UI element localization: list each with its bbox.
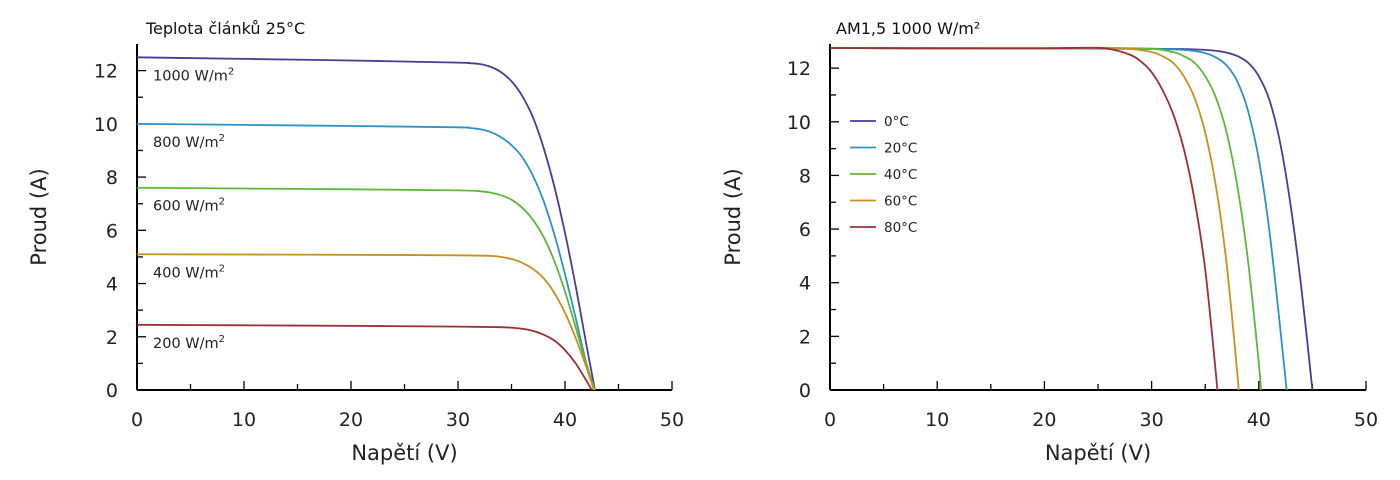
chart-panel-1: Teplota článků 25°C 0 10 20 30 40 50 0 2 4 6 8 10 12 N… xyxy=(27,19,684,465)
chart-title: AM1,5 1000 W/m² xyxy=(836,19,980,38)
series-label-5: 200 W/m2 xyxy=(153,334,225,352)
y-axis-title: Proud (A) xyxy=(27,168,51,265)
x-tick-label: 40 xyxy=(553,409,577,431)
y-tick-label: 6 xyxy=(799,219,811,241)
y-tick-label: 8 xyxy=(799,165,811,187)
y-tick-label: 10 xyxy=(787,112,811,134)
y-axis-title: Proud (A) xyxy=(721,168,745,265)
y-tick-label: 12 xyxy=(787,58,811,80)
series-line-5 xyxy=(829,46,1219,391)
chart-title: Teplota článků 25°C xyxy=(145,19,305,38)
chart-panel-2: AM1,5 1000 W/m² 0 10 20 30 40 50 0 2 4 6 8 10 12 Napět… xyxy=(721,19,1378,465)
x-tick-label: 50 xyxy=(660,409,684,431)
series-line-5 xyxy=(136,323,593,391)
series-label-1: 1000 W/m2 xyxy=(153,66,234,84)
series-line-2 xyxy=(136,122,596,391)
y-tick-label: 2 xyxy=(799,326,811,348)
series-line-1 xyxy=(829,47,1314,391)
series-label-4: 400 W/m2 xyxy=(153,263,225,281)
series-label-3: 600 W/m2 xyxy=(153,197,225,215)
legend-label-3: 40°C xyxy=(884,167,917,183)
series-line-1 xyxy=(136,56,596,391)
y-tick-label: 2 xyxy=(106,327,118,349)
y-tick-label: 6 xyxy=(106,220,118,242)
series-line-2 xyxy=(829,47,1288,391)
y-tick-label: 0 xyxy=(106,380,118,402)
x-tick-label: 10 xyxy=(232,409,256,431)
x-tick-label: 30 xyxy=(1140,409,1164,431)
x-tick-label: 0 xyxy=(824,409,836,431)
series-line-3 xyxy=(829,47,1262,391)
series-line-4 xyxy=(136,253,595,391)
x-axis-title: Napětí (V) xyxy=(1045,441,1151,465)
y-tick-label: 10 xyxy=(94,114,118,136)
x-tick-label: 0 xyxy=(131,409,143,431)
x-axis-title: Napětí (V) xyxy=(351,441,457,465)
x-tick-label: 20 xyxy=(1032,409,1056,431)
y-tick-label: 0 xyxy=(799,380,811,402)
legend-label-5: 80°C xyxy=(884,220,917,236)
y-tick-label: 12 xyxy=(94,61,118,83)
x-tick-label: 10 xyxy=(925,409,949,431)
x-tick-label: 20 xyxy=(339,409,363,431)
x-tick-label: 50 xyxy=(1354,409,1378,431)
x-tick-label: 30 xyxy=(446,409,470,431)
x-tick-label: 40 xyxy=(1247,409,1271,431)
series-label-2: 800 W/m2 xyxy=(153,133,225,151)
legend-label-2: 20°C xyxy=(884,141,917,157)
legend-label-1: 0°C xyxy=(884,114,909,130)
legend-label-4: 60°C xyxy=(884,194,917,210)
y-tick-label: 4 xyxy=(799,273,811,295)
series-line-4 xyxy=(829,46,1240,391)
y-tick-label: 4 xyxy=(106,274,118,296)
series-line-3 xyxy=(136,186,596,391)
y-tick-label: 8 xyxy=(106,167,118,189)
